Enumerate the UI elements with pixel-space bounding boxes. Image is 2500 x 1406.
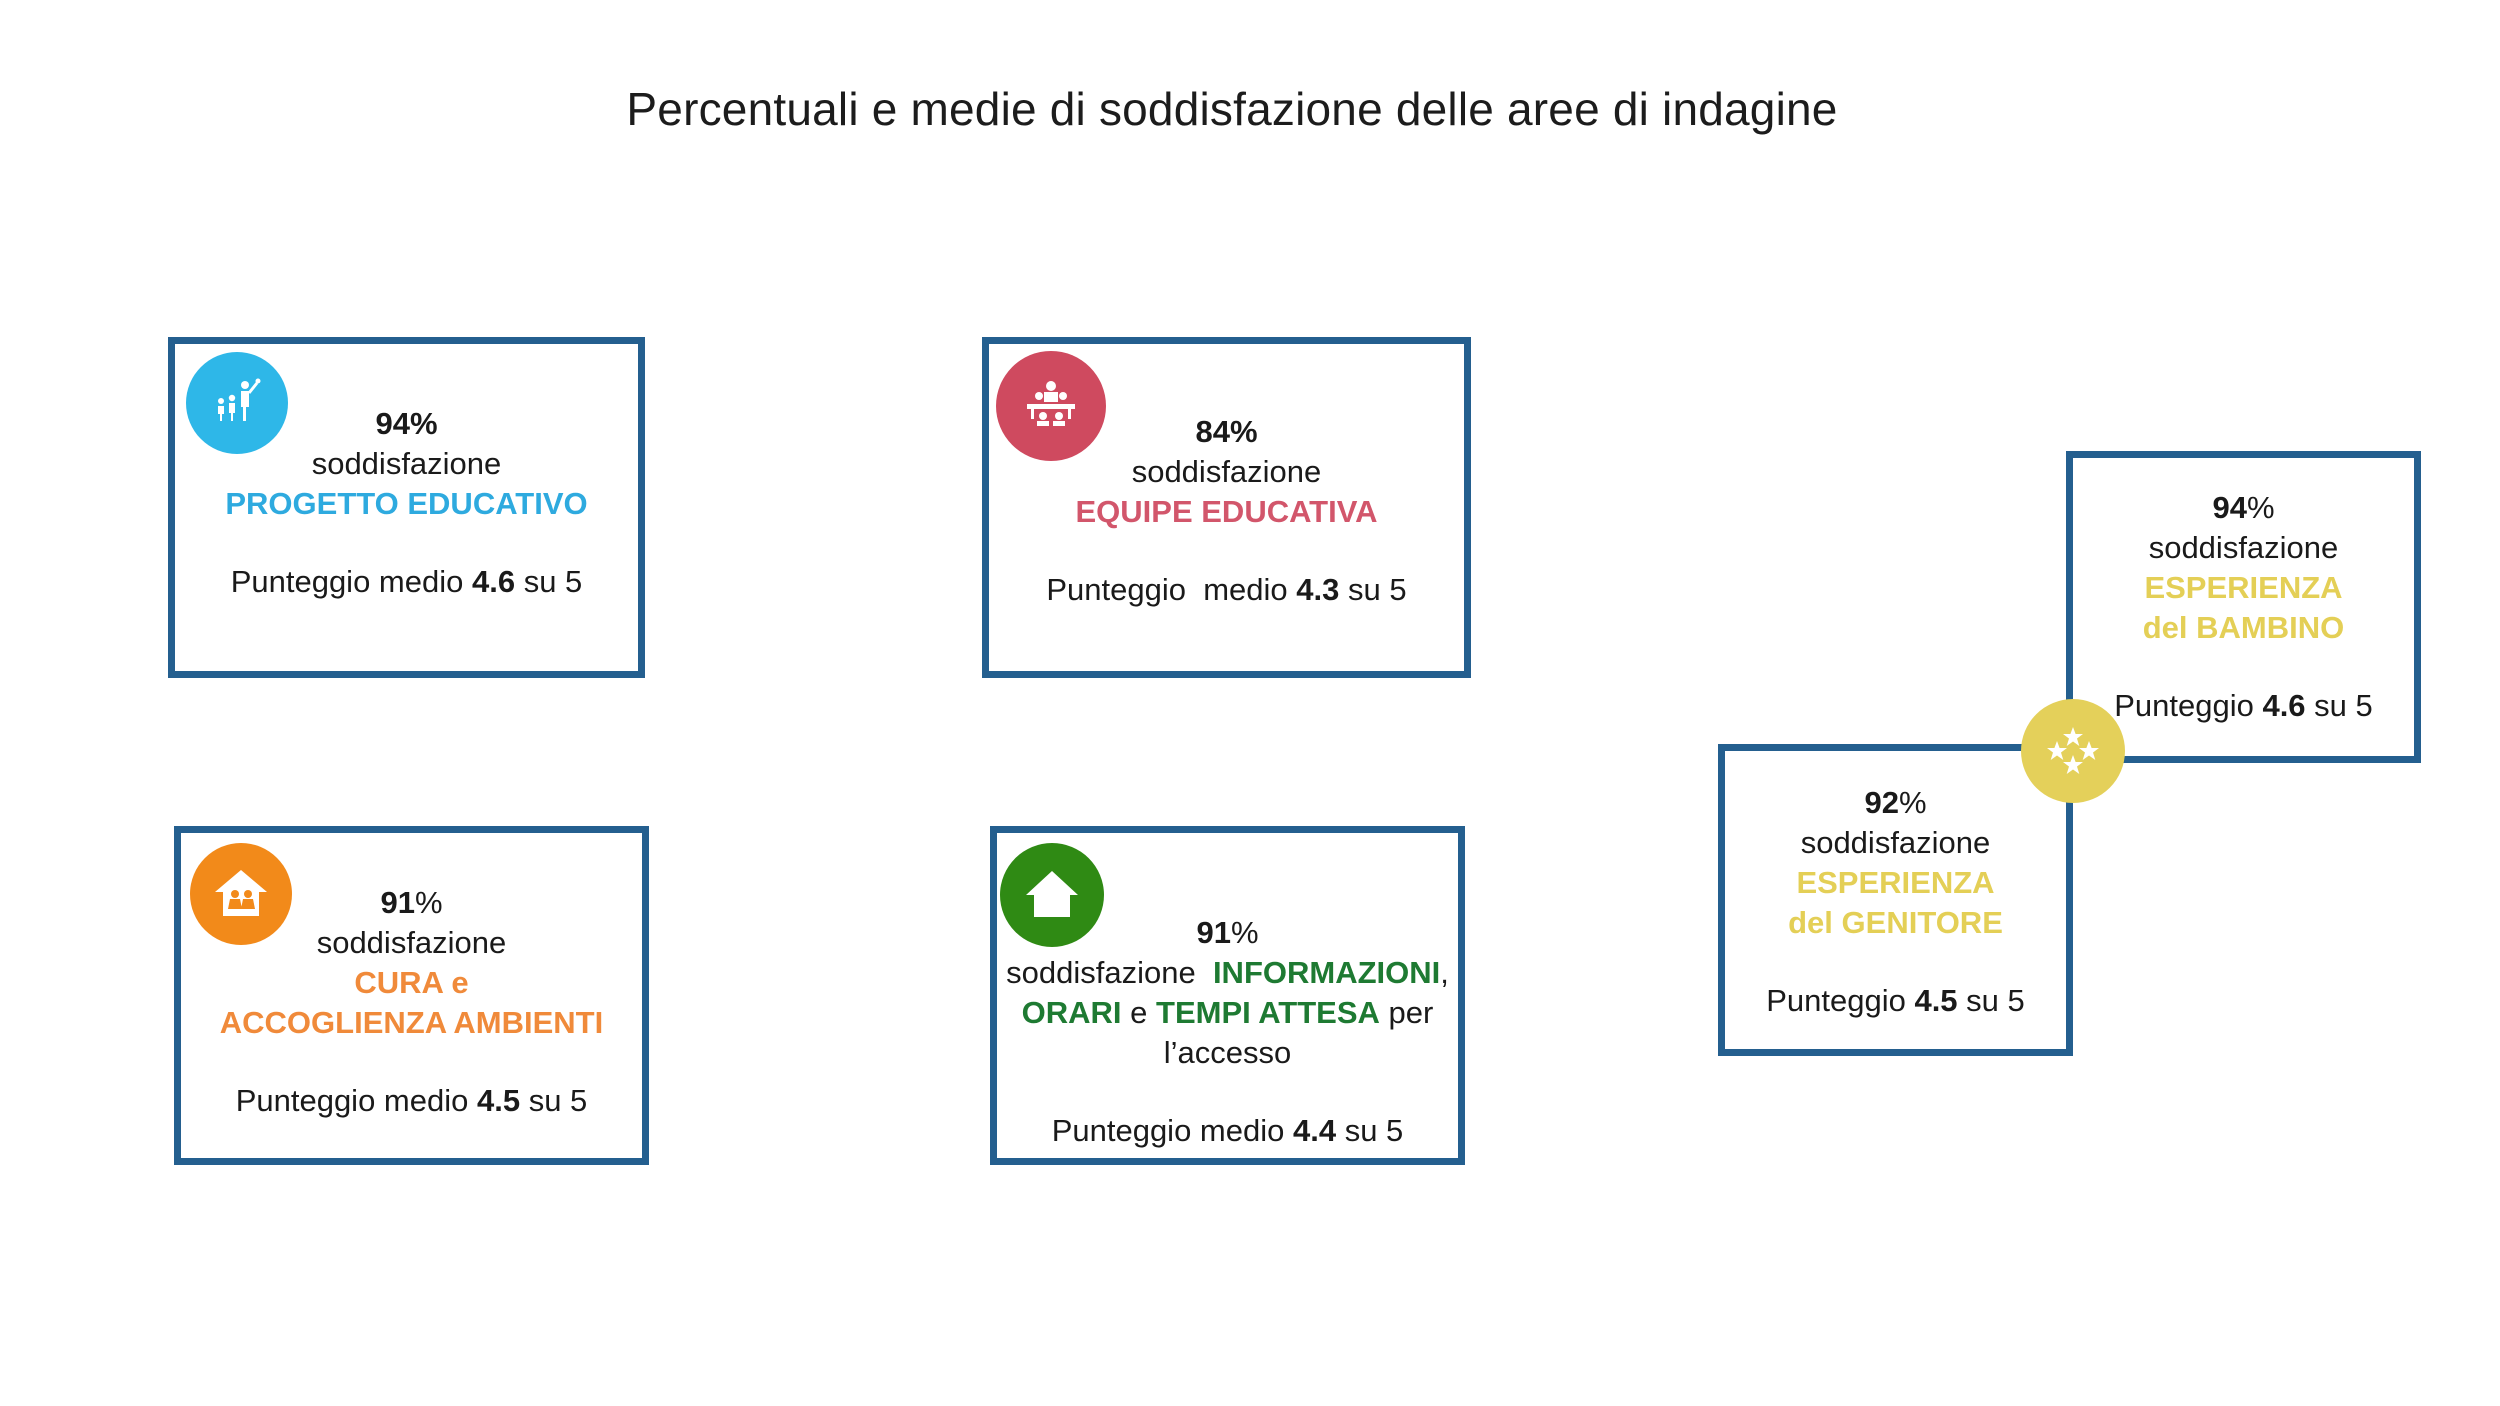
area-name-line1: ESPERIENZA [1796,865,1995,900]
average-score: Punteggio 4.5 su 5 [1766,983,2025,1018]
area-name-line1: ESPERIENZA [2144,570,2343,605]
page-title: Percentuali e medie di soddisfazione del… [626,83,1838,135]
area-name-line1: CURA e [354,965,469,1000]
percentage: 84% [1195,414,1258,449]
average-score: Punteggio 4.6 su 5 [2114,688,2373,723]
card-progetto-educativo: 94% soddisfazione PROGETTO EDUCATIVO Pun… [168,337,645,678]
average-score: Punteggio medio 4.4 su 5 [1051,1113,1404,1148]
average-score: Punteggio medio 4.3 su 5 [1046,572,1407,607]
house-children-icon [190,843,292,945]
team-table-icon [996,351,1106,461]
satisfaction-label: soddisfazione [1800,825,1991,860]
percentage: 92% [1864,785,1927,820]
satisfaction-label: soddisfazione [316,925,507,960]
satisfaction-label: soddisfazione [2148,530,2339,565]
card-informazioni: 91% soddisfazione INFORMAZIONI, ORARI e … [990,826,1465,1165]
average-score: Punteggio medio 4.6 su 5 [230,564,583,599]
percentage: 94% [375,406,438,441]
percentage: 91% [1196,915,1259,950]
area-name-line2: ACCOGLIENZA AMBIENTI [219,1005,604,1040]
area-name-line2: del GENITORE [1788,905,2003,940]
area-name: PROGETTO EDUCATIVO [225,486,588,521]
card-equipe-educativa: 84% soddisfazione EQUIPE EDUCATIVA Punte… [982,337,1471,678]
area-name: EQUIPE EDUCATIVA [1075,494,1378,529]
card-esperienza-bambino: 94% soddisfazione ESPERIENZA del BAMBINO… [2066,451,2421,763]
average-score: Punteggio medio 4.5 su 5 [235,1083,588,1118]
home-icon [1000,843,1104,947]
satisfaction-label: soddisfazione INFORMAZIONI, [1006,955,1449,990]
satisfaction-label: soddisfazione [1131,454,1322,489]
area-tail: l’accesso [1163,1035,1292,1070]
family-icon [186,352,288,454]
percentage: 94% [2212,490,2275,525]
card-esperienza-genitore: 92% soddisfazione ESPERIENZA del GENITOR… [1718,744,2073,1056]
area-name: ORARI e TEMPI ATTESA per [1021,995,1434,1030]
stars-icon [2021,699,2125,803]
percentage: 91% [380,885,443,920]
area-name-line2: del BAMBINO [2142,610,2345,645]
satisfaction-label: soddisfazione [311,446,502,481]
